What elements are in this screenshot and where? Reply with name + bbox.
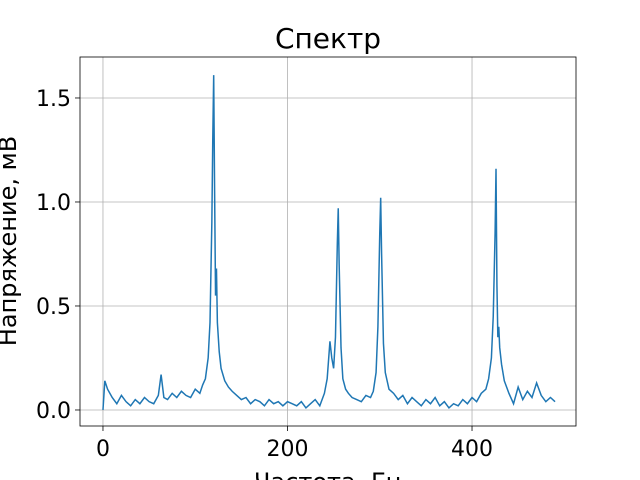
y-tick-label: 1.5 xyxy=(36,87,71,112)
x-tick-label: 200 xyxy=(266,437,308,462)
x-tick-label: 0 xyxy=(96,437,110,462)
y-axis-label: Напряжение, мВ xyxy=(0,136,22,346)
x-axis-label: Частота, Гц xyxy=(254,468,402,480)
chart-title: Спектр xyxy=(275,22,381,55)
plot-frame xyxy=(79,56,577,427)
y-tick-label: 0.5 xyxy=(36,295,71,320)
data-line xyxy=(102,75,556,411)
x-tick-label: 400 xyxy=(451,437,493,462)
y-tick-label: 0.0 xyxy=(36,399,71,424)
y-tick-label: 1.0 xyxy=(36,191,71,216)
